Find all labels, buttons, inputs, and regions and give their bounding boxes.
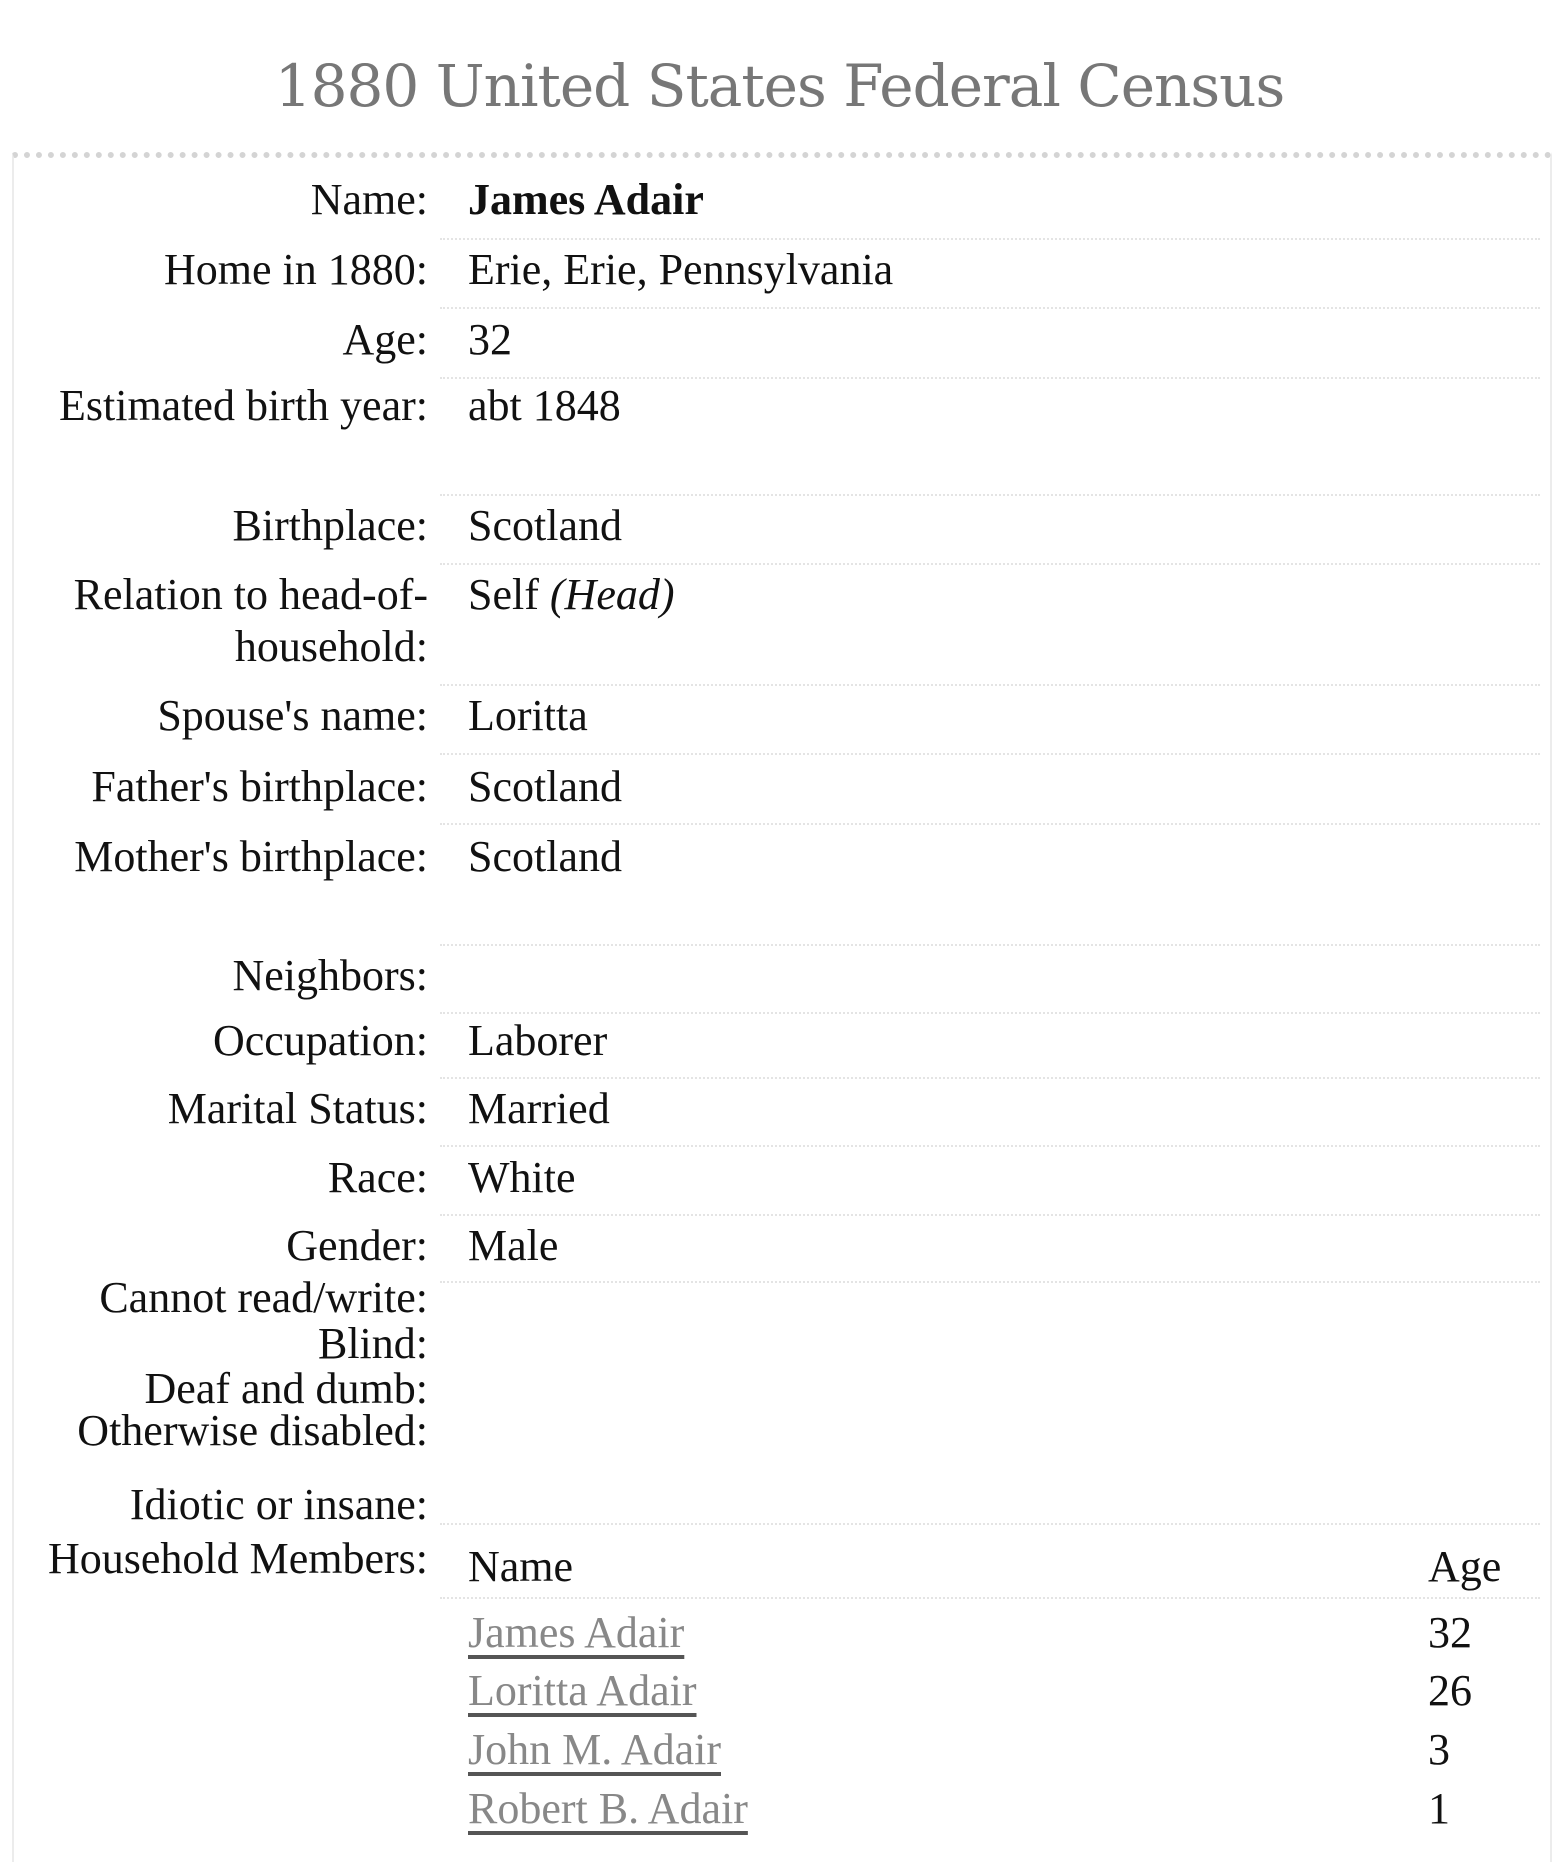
father-s-birthplace-label: Father's birthplace:	[91, 762, 428, 811]
occupation-text: Laborer	[468, 1016, 608, 1065]
row-divider	[440, 753, 1540, 755]
blind-label: Blind:	[317, 1319, 428, 1368]
birthplace-label: Birthplace:	[232, 501, 429, 550]
row-divider	[440, 307, 1540, 309]
home-in-1880-value: Erie, Erie, Pennsylvania	[468, 244, 893, 296]
row-divider	[440, 1214, 1540, 1216]
relation-to-head-of-household-value: Self (Head)	[468, 569, 675, 621]
household-member-link[interactable]: Robert B. Adair	[468, 1784, 748, 1833]
row-divider	[440, 377, 1540, 379]
household-member-age: 3	[1428, 1725, 1450, 1774]
relation-note: (Head)	[549, 570, 675, 619]
deaf-and-dumb-label: Deaf and dumb:	[144, 1364, 428, 1413]
mother-s-birthplace-label: Mother's birthplace:	[74, 832, 428, 881]
gender-text: Male	[468, 1221, 559, 1270]
household-member-link[interactable]: Loritta Adair	[468, 1666, 697, 1715]
age-value: 32	[468, 314, 512, 366]
name-value: James Adair	[468, 174, 704, 226]
person-name: James Adair	[468, 175, 704, 224]
household-name-header: Name	[468, 1542, 574, 1591]
household-member-age: 1	[1428, 1784, 1450, 1833]
neighbors-label: Neighbors:	[232, 951, 428, 1000]
age-text: 32	[468, 315, 512, 364]
row-divider	[440, 494, 1540, 496]
occupation-value: Laborer	[468, 1015, 607, 1067]
idiotic-or-insane-label: Idiotic or insane:	[129, 1480, 428, 1529]
row-divider	[440, 1012, 1540, 1014]
marital-status-value: Married	[468, 1083, 610, 1135]
home-in-1880-label: Home in 1880:	[164, 245, 428, 294]
estimated-birth-year-value: abt 1848	[468, 380, 621, 432]
marital-status-label: Marital Status:	[167, 1084, 428, 1133]
household-member-age: 32	[1428, 1608, 1472, 1657]
spouse-s-name-value: Loritta	[468, 690, 588, 742]
birthplace-value: Scotland	[468, 500, 622, 552]
race-label: Race:	[327, 1153, 428, 1202]
row-divider	[440, 944, 1540, 946]
record-frame	[12, 152, 1552, 1862]
age-label: Age:	[342, 315, 428, 364]
household-member-age: 26	[1428, 1666, 1472, 1715]
row-divider	[440, 238, 1540, 240]
race-value: White	[468, 1152, 576, 1204]
estimated-birth-year-text: abt 1848	[468, 381, 621, 430]
father-s-birthplace-value: Scotland	[468, 761, 622, 813]
row-divider	[440, 823, 1540, 825]
occupation-label: Occupation:	[212, 1016, 428, 1065]
spouse-s-name-text: Loritta	[468, 691, 588, 740]
relation-to-head-of-household-text: Self	[468, 570, 539, 619]
mother-s-birthplace-text: Scotland	[468, 832, 622, 881]
relation-to-head-of-household-label: Relation to head-of-household:	[73, 570, 428, 671]
home-in-1880-text: Erie, Erie, Pennsylvania	[468, 245, 894, 294]
marital-status-text: Married	[468, 1084, 610, 1133]
name-label: Name:	[310, 175, 428, 224]
estimated-birth-year-label: Estimated birth year:	[59, 381, 428, 430]
row-divider	[440, 684, 1540, 686]
mother-s-birthplace-value: Scotland	[468, 831, 622, 883]
household-member-link[interactable]: James Adair	[468, 1608, 685, 1657]
row-divider	[440, 1597, 1540, 1599]
household-age-header: Age	[1428, 1542, 1502, 1591]
cannot-read-write-label: Cannot read/write:	[99, 1273, 428, 1322]
birthplace-text: Scotland	[468, 501, 622, 550]
household-members-label: Household Members:	[47, 1534, 428, 1583]
row-divider	[440, 563, 1540, 565]
row-divider	[440, 1077, 1540, 1079]
gender-value: Male	[468, 1220, 558, 1272]
spouse-s-name-label: Spouse's name:	[157, 691, 428, 740]
row-divider	[440, 1281, 1540, 1283]
row-divider	[440, 1523, 1540, 1525]
gender-label: Gender:	[286, 1221, 428, 1270]
page-title: 1880 United States Federal Census	[274, 52, 1286, 120]
father-s-birthplace-text: Scotland	[468, 762, 622, 811]
row-divider	[440, 1145, 1540, 1147]
household-member-link[interactable]: John M. Adair	[468, 1725, 721, 1774]
otherwise-disabled-label: Otherwise disabled:	[77, 1406, 428, 1455]
race-text: White	[468, 1153, 576, 1202]
